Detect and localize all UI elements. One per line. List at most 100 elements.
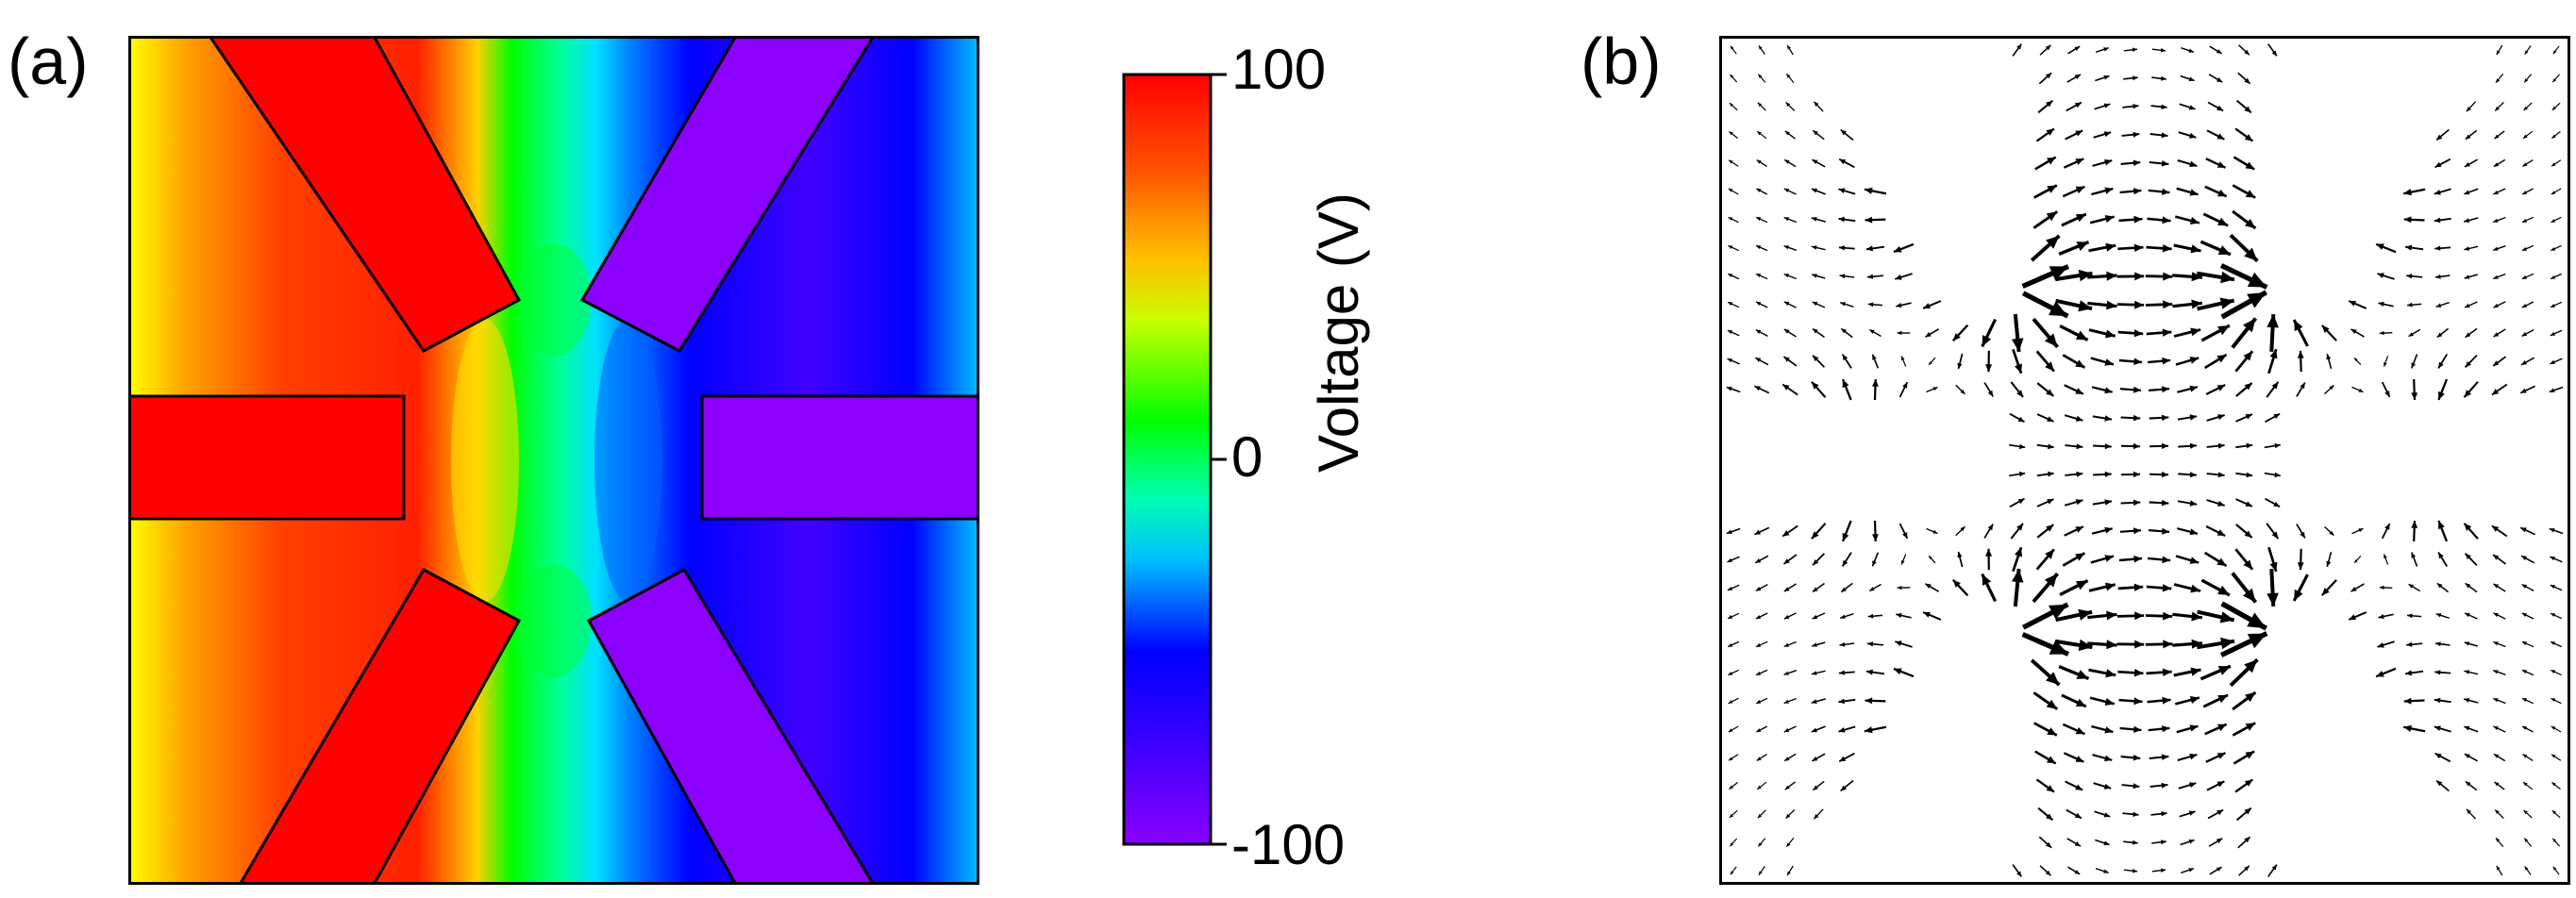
quiver-arrow-head <box>1783 245 1789 250</box>
quiver-arrow-head <box>2191 299 2202 309</box>
quiver-arrow-head <box>2075 726 2085 735</box>
quiver-arrow-head <box>1728 728 1733 732</box>
quiver-arrow-head <box>2217 723 2227 732</box>
quiver-arrow-head <box>1872 379 1879 387</box>
quiver-arrow-head <box>1785 813 1791 819</box>
quiver-arrow-head <box>1782 384 1790 391</box>
quiver-arrow-head <box>2376 671 2384 677</box>
quiver-arrow-head <box>1925 332 1932 338</box>
quiver-arrow-head <box>2521 304 2527 308</box>
quiver-arrow-head <box>2244 134 2253 141</box>
quiver-arrow-head <box>2046 128 2054 136</box>
quiver-arrows <box>1726 43 2564 877</box>
quiver-arrow-head <box>2216 838 2223 843</box>
quiver-arrow-head <box>2244 865 2250 872</box>
quiver-arrow-head <box>2217 245 2231 255</box>
quiver-arrow-head <box>1730 74 1734 78</box>
quiver-arrow-head <box>1960 389 1965 394</box>
quiver-arrow-head <box>1758 842 1763 847</box>
quiver-arrow-head <box>2551 613 2555 617</box>
quiver-arrow-head <box>1932 387 1938 391</box>
quiver-arrow-head <box>1840 302 1846 307</box>
quiver-arrow-head <box>1896 303 1902 308</box>
quiver-arrow-head <box>1783 301 1790 307</box>
quiver-arrow-head <box>2189 472 2197 478</box>
quiver-arrow-head <box>2016 524 2023 531</box>
quiver-arrow-head <box>2245 218 2256 228</box>
quiver-arrow-head <box>2104 471 2112 477</box>
quiver-arrow-head <box>2133 159 2141 166</box>
quiver-arrow-head <box>2524 78 2529 83</box>
quiver-arrow-head <box>1838 245 1845 251</box>
quiver-arrow-head <box>2216 529 2226 536</box>
quiver-arrow-head <box>2493 641 2499 646</box>
quiver-arrow-head <box>1902 532 1908 539</box>
quiver-arrow-head <box>2162 696 2171 705</box>
quiver-arrow-head <box>2354 358 2358 361</box>
quiver-arrow-head <box>1728 189 1733 192</box>
quiver-arrow-head <box>2552 78 2557 83</box>
quiver-arrow-head <box>2075 330 2088 341</box>
quiver-arrow-head <box>2189 160 2198 168</box>
quiver-arrow-head <box>2521 246 2527 251</box>
quiver-arrow-head <box>2294 320 2303 332</box>
quiver-arrow-head <box>1786 74 1791 78</box>
quiver-arrow-head <box>2493 274 2499 279</box>
quiver-arrow-head <box>2523 106 2528 111</box>
quiver-arrow-head <box>2161 75 2166 81</box>
electrodes-group <box>128 36 979 885</box>
quiver-arrow-head <box>2017 498 2025 505</box>
quiver-arrow-head <box>2075 784 2083 790</box>
quiver-arrow-head <box>1929 556 1932 559</box>
quiver-arrow-head <box>2411 552 2417 558</box>
quiver-arrow-head <box>2494 134 2500 140</box>
colorbar-tick-label-max: 100 <box>1231 38 1327 101</box>
quiver-arrow-head <box>2015 547 2022 557</box>
quiver-arrow-head <box>1813 355 1819 361</box>
heatmap-center-bulge-right <box>594 319 662 602</box>
quiver-arrow-head <box>2269 561 2278 572</box>
quiver-arrow-head <box>1726 529 1732 534</box>
quiver-arrow-head <box>2464 670 2470 674</box>
quiver-arrow-head <box>1957 552 1963 558</box>
quiver-arrow-head <box>2104 755 2113 762</box>
quiver-arrow-head <box>2522 162 2528 167</box>
quiver-arrow-head <box>2493 726 2499 731</box>
quiver-arrow-head <box>2274 472 2281 478</box>
quiver-arrow-head <box>1727 358 1732 363</box>
quiver-arrow-head <box>2161 499 2169 507</box>
quiver-arrow-head <box>2434 245 2441 251</box>
quiver-arrow-head <box>1813 130 1818 136</box>
quiver-arrow-head <box>2161 754 2169 760</box>
quiver-arrow-head <box>2550 331 2555 336</box>
quiver-arrow-head <box>2349 614 2356 620</box>
quiver-arrow-head <box>2188 48 2194 53</box>
quiver-arrow-head <box>2188 810 2196 816</box>
quiver-arrow-head <box>2220 637 2234 650</box>
electrode-left-middle <box>128 394 406 521</box>
quiver-arrow-head <box>1783 558 1790 564</box>
quiver-arrow-head <box>2434 161 2442 168</box>
quiver-arrow-head <box>2297 350 2304 358</box>
quiver-arrow-head <box>1895 274 1902 280</box>
quiver-arrow-head <box>1838 698 1845 705</box>
quiver-arrow-head <box>2244 247 2258 261</box>
quiver-arrow-head <box>1728 217 1733 221</box>
quiver-arrow-head <box>2047 727 2057 736</box>
quiver-arrow-head <box>2493 670 2499 674</box>
quiver-arrow-head <box>2160 48 2166 53</box>
heatmap-waist-upper <box>516 243 592 357</box>
quiver-arrow-head <box>2133 471 2140 478</box>
quiver-arrow-head <box>2133 75 2138 81</box>
quiver-arrow-head <box>2244 383 2252 391</box>
quiver-arrow-head <box>2435 303 2442 308</box>
quiver-arrow-head <box>2219 611 2234 624</box>
quiver-arrow-head <box>2551 219 2556 223</box>
quiver-arrow-head <box>1872 534 1879 541</box>
quiver-arrow-head <box>2161 132 2168 139</box>
quiver-arrow-head <box>2271 381 2279 390</box>
quiver-arrow-head <box>1813 559 1819 566</box>
quiver-arrow-head <box>2163 300 2173 309</box>
quiver-arrow-head <box>2162 386 2170 393</box>
quiver-arrow-head <box>2464 274 2470 279</box>
